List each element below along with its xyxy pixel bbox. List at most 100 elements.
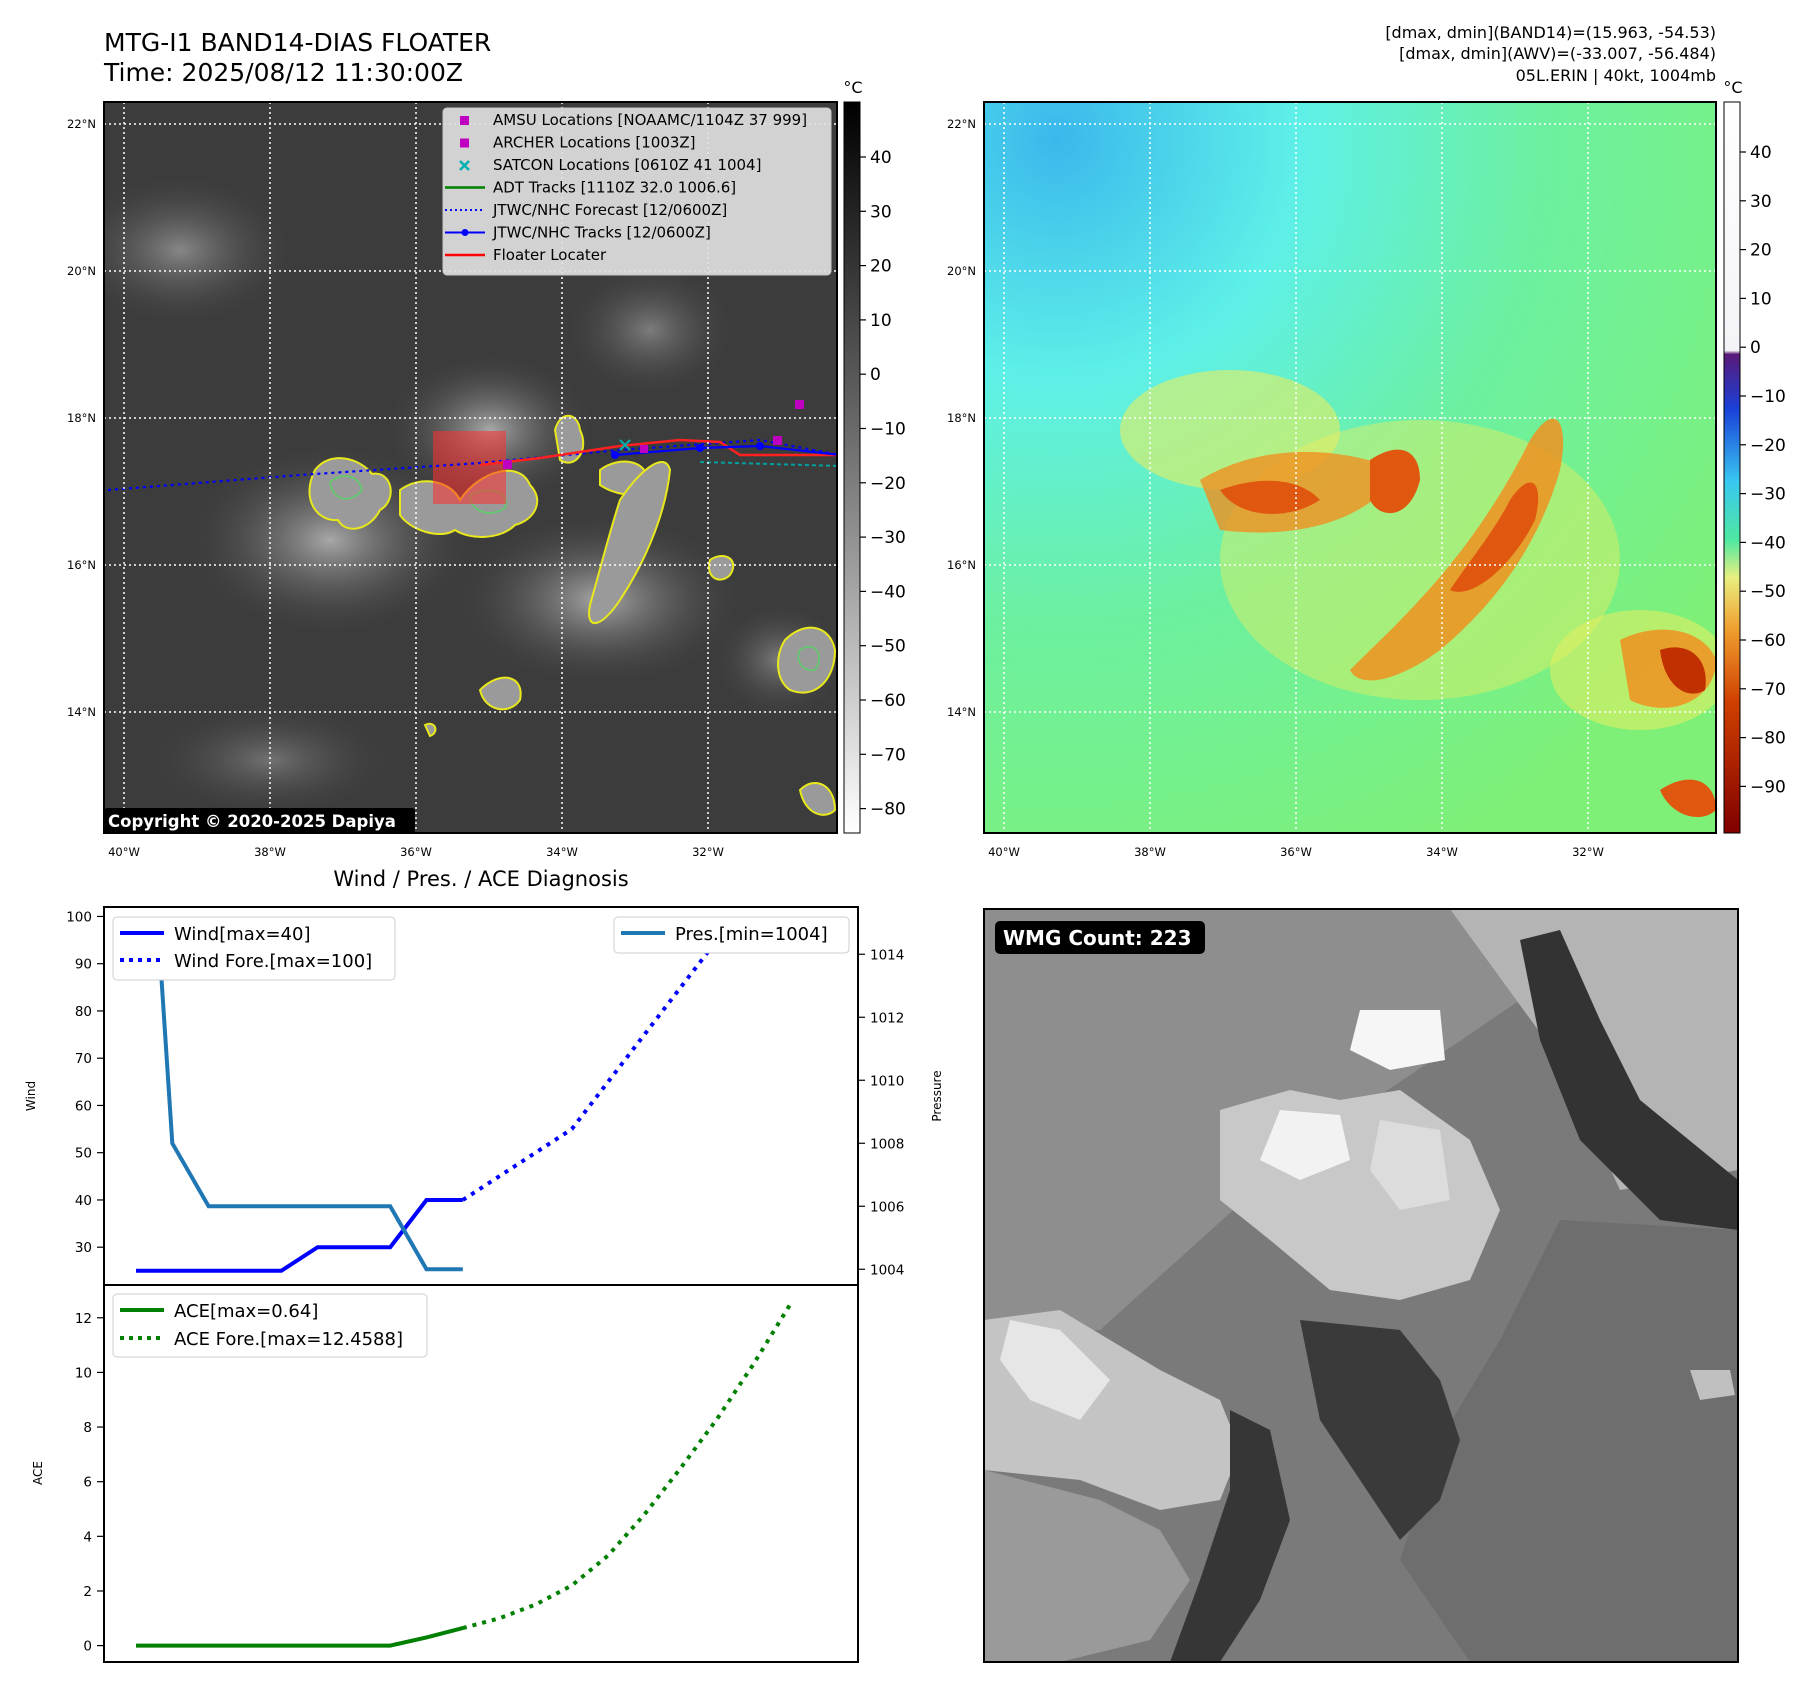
awv-colorbar-tick-label: −80 — [1750, 729, 1786, 749]
lon-label: 32°W — [692, 845, 724, 859]
floater-track — [479, 438, 837, 467]
awv-colorbar-tick-label: 20 — [1750, 241, 1772, 261]
legend-dot-icon — [461, 229, 469, 236]
y-tick-label: 70 — [75, 1051, 92, 1067]
awv-colorbar-unit: °C — [1723, 78, 1742, 97]
y-tick-label: 6 — [83, 1475, 92, 1491]
y-right-tick-label: 1006 — [870, 1199, 904, 1215]
legend-label: SATCON Locations [0610Z 41 1004] — [493, 156, 761, 174]
info-storm: 05L.ERIN | 40kt, 1004mb — [1516, 66, 1716, 85]
awv-lon-labels: 40°W 38°W 36°W 34°W 32°W — [988, 845, 1604, 859]
legend-x-icon — [459, 160, 470, 171]
awv-colorbar-tick-label: −20 — [1750, 436, 1786, 456]
legend-square-icon — [460, 138, 469, 148]
awv-colorbar-tick-label: −70 — [1750, 680, 1786, 700]
pres-legend-box — [613, 916, 850, 954]
wind-plot-area: 100 90 80 70 60 50 40 30 1014 1012 1010 1008 1006 100… — [66, 909, 904, 1278]
series-line — [136, 920, 463, 1272]
y-right-tick-label: 1012 — [870, 1010, 904, 1026]
ir-colorbar-tick-label: −20 — [870, 474, 906, 494]
y-tick-label: 10 — [75, 1365, 92, 1381]
wmg-panel: WMG Count: 223 — [983, 908, 1739, 1663]
lat-label: 20°N — [947, 264, 976, 278]
ir-colorbar-tick-label: −10 — [870, 420, 906, 440]
info-awv-range: [dmax, dmin](AWV)=(-33.007, -56.484) — [1399, 44, 1716, 63]
lat-label: 22°N — [67, 117, 96, 131]
ir-colorbar-tick-label: −30 — [870, 528, 906, 548]
ir-map-frame — [103, 101, 838, 834]
awv-colorbar-tick-label: −50 — [1750, 582, 1786, 602]
amsu-location — [795, 400, 804, 409]
y-tick-label: 80 — [75, 1004, 92, 1020]
awv-colorbar-tick-label: −60 — [1750, 631, 1786, 651]
jtwc-track-point — [756, 442, 764, 450]
series-line — [462, 1304, 792, 1631]
lat-label: 14°N — [67, 705, 96, 719]
ace-axis-label: ACE — [31, 1461, 45, 1485]
archer-location — [773, 436, 782, 445]
y-right-tick-label: 1004 — [870, 1262, 904, 1278]
ir-colorbar-tick-label: 10 — [870, 311, 892, 331]
y-right-tick-label: 1014 — [870, 947, 904, 963]
lat-label: 16°N — [67, 558, 96, 572]
awv-colorbar-tick-label: 10 — [1750, 289, 1772, 309]
ace-fore-legend-label: ACE Fore.[max=12.4588] — [174, 1329, 403, 1350]
legend-label: JTWC/NHC Tracks [12/0600Z] — [492, 224, 711, 242]
ir-cloud-field — [104, 170, 837, 820]
awv-colorbar-tick-label: 30 — [1750, 192, 1772, 212]
awv-lat-labels: 22°N 20°N 18°N 16°N 14°N — [947, 117, 976, 719]
wmg-count-badge — [995, 921, 1205, 954]
lat-label: 22°N — [947, 117, 976, 131]
ir-lon-labels: 40°W 38°W 36°W 34°W 32°W — [108, 845, 724, 859]
ir-colorbar-tick-label: 30 — [870, 202, 892, 222]
adt-track — [699, 461, 837, 467]
lon-label: 32°W — [1572, 845, 1604, 859]
ir-colorbar — [843, 101, 861, 834]
ir-colorbar-tick-label: −50 — [870, 637, 906, 657]
archer-location — [640, 445, 648, 453]
ir-map-panel: 22°N 20°N 18°N 16°N 14°N 40°W 38°W 36°W 34°W 32°… — [67, 78, 906, 859]
lon-label: 40°W — [108, 845, 140, 859]
series-line — [136, 1626, 464, 1648]
legend-label: ARCHER Locations [1003Z] — [493, 134, 696, 152]
jtwc-track — [614, 444, 837, 457]
ir-legend-box — [442, 107, 832, 276]
awv-colorbar-tick-label: −90 — [1750, 777, 1786, 797]
y-tick-label: 60 — [75, 1098, 92, 1114]
lon-label: 34°W — [1426, 845, 1458, 859]
wind-pressure-chart: Wind / Pres. / ACE Diagnosis 100 90 80 70 60… — [24, 867, 944, 1286]
awv-colorbar-tick-label: 40 — [1750, 143, 1772, 163]
legend-label: AMSU Locations [NOAAMC/1104Z 37 999] — [493, 111, 807, 129]
awv-map-panel: 22°N 20°N 18°N 16°N 14°N 40°W 38°W 36°W 34°W 32°… — [947, 78, 1786, 859]
ir-colorbar-tick-label: −70 — [870, 745, 906, 765]
lon-label: 40°W — [988, 845, 1020, 859]
y-tick-label: 40 — [75, 1193, 92, 1209]
pressure-axis-label: Pressure — [930, 1070, 944, 1121]
jtwc-track-point — [611, 451, 619, 459]
y-tick-label: 100 — [66, 909, 92, 925]
y-tick-label: 50 — [75, 1146, 92, 1162]
jtwc-track-point — [696, 444, 704, 452]
ace-legend-label: ACE[max=0.64] — [174, 1301, 318, 1322]
legend-label: Floater Locater — [493, 246, 607, 264]
ir-colorbar-unit: °C — [843, 78, 862, 97]
y-right-tick-label: 1008 — [870, 1136, 904, 1152]
y-tick-label: 8 — [83, 1420, 92, 1436]
awv-colorbar — [1723, 101, 1741, 834]
figure-title: MTG-I1 BAND14-DIAS FLOATER — [104, 28, 491, 57]
ace-legend-box — [112, 1293, 428, 1358]
satcon-location — [619, 439, 631, 451]
ir-colorbar-tick-label: −80 — [870, 800, 906, 820]
ace-plot-area: 12 10 8 6 4 2 0 — [75, 1304, 792, 1655]
ir-colorbar-tick-label: 20 — [870, 257, 892, 277]
y-tick-label: 30 — [75, 1240, 92, 1256]
lon-label: 38°W — [254, 845, 286, 859]
awv-colorbar-tick-label: −10 — [1750, 387, 1786, 407]
info-band14-range: [dmax, dmin](BAND14)=(15.963, -54.53) — [1385, 23, 1716, 42]
ir-colorbar-tick-label: 0 — [870, 365, 881, 385]
diagnosis-title: Wind / Pres. / ACE Diagnosis — [333, 867, 628, 891]
ace-chart: 12 10 8 6 4 2 0 ACE ACE[max=0.64] ACE Fore.[ma… — [31, 1284, 859, 1663]
ir-colorbar-tick-label: −40 — [870, 582, 906, 602]
ir-colorbar-tick-label: −60 — [870, 691, 906, 711]
